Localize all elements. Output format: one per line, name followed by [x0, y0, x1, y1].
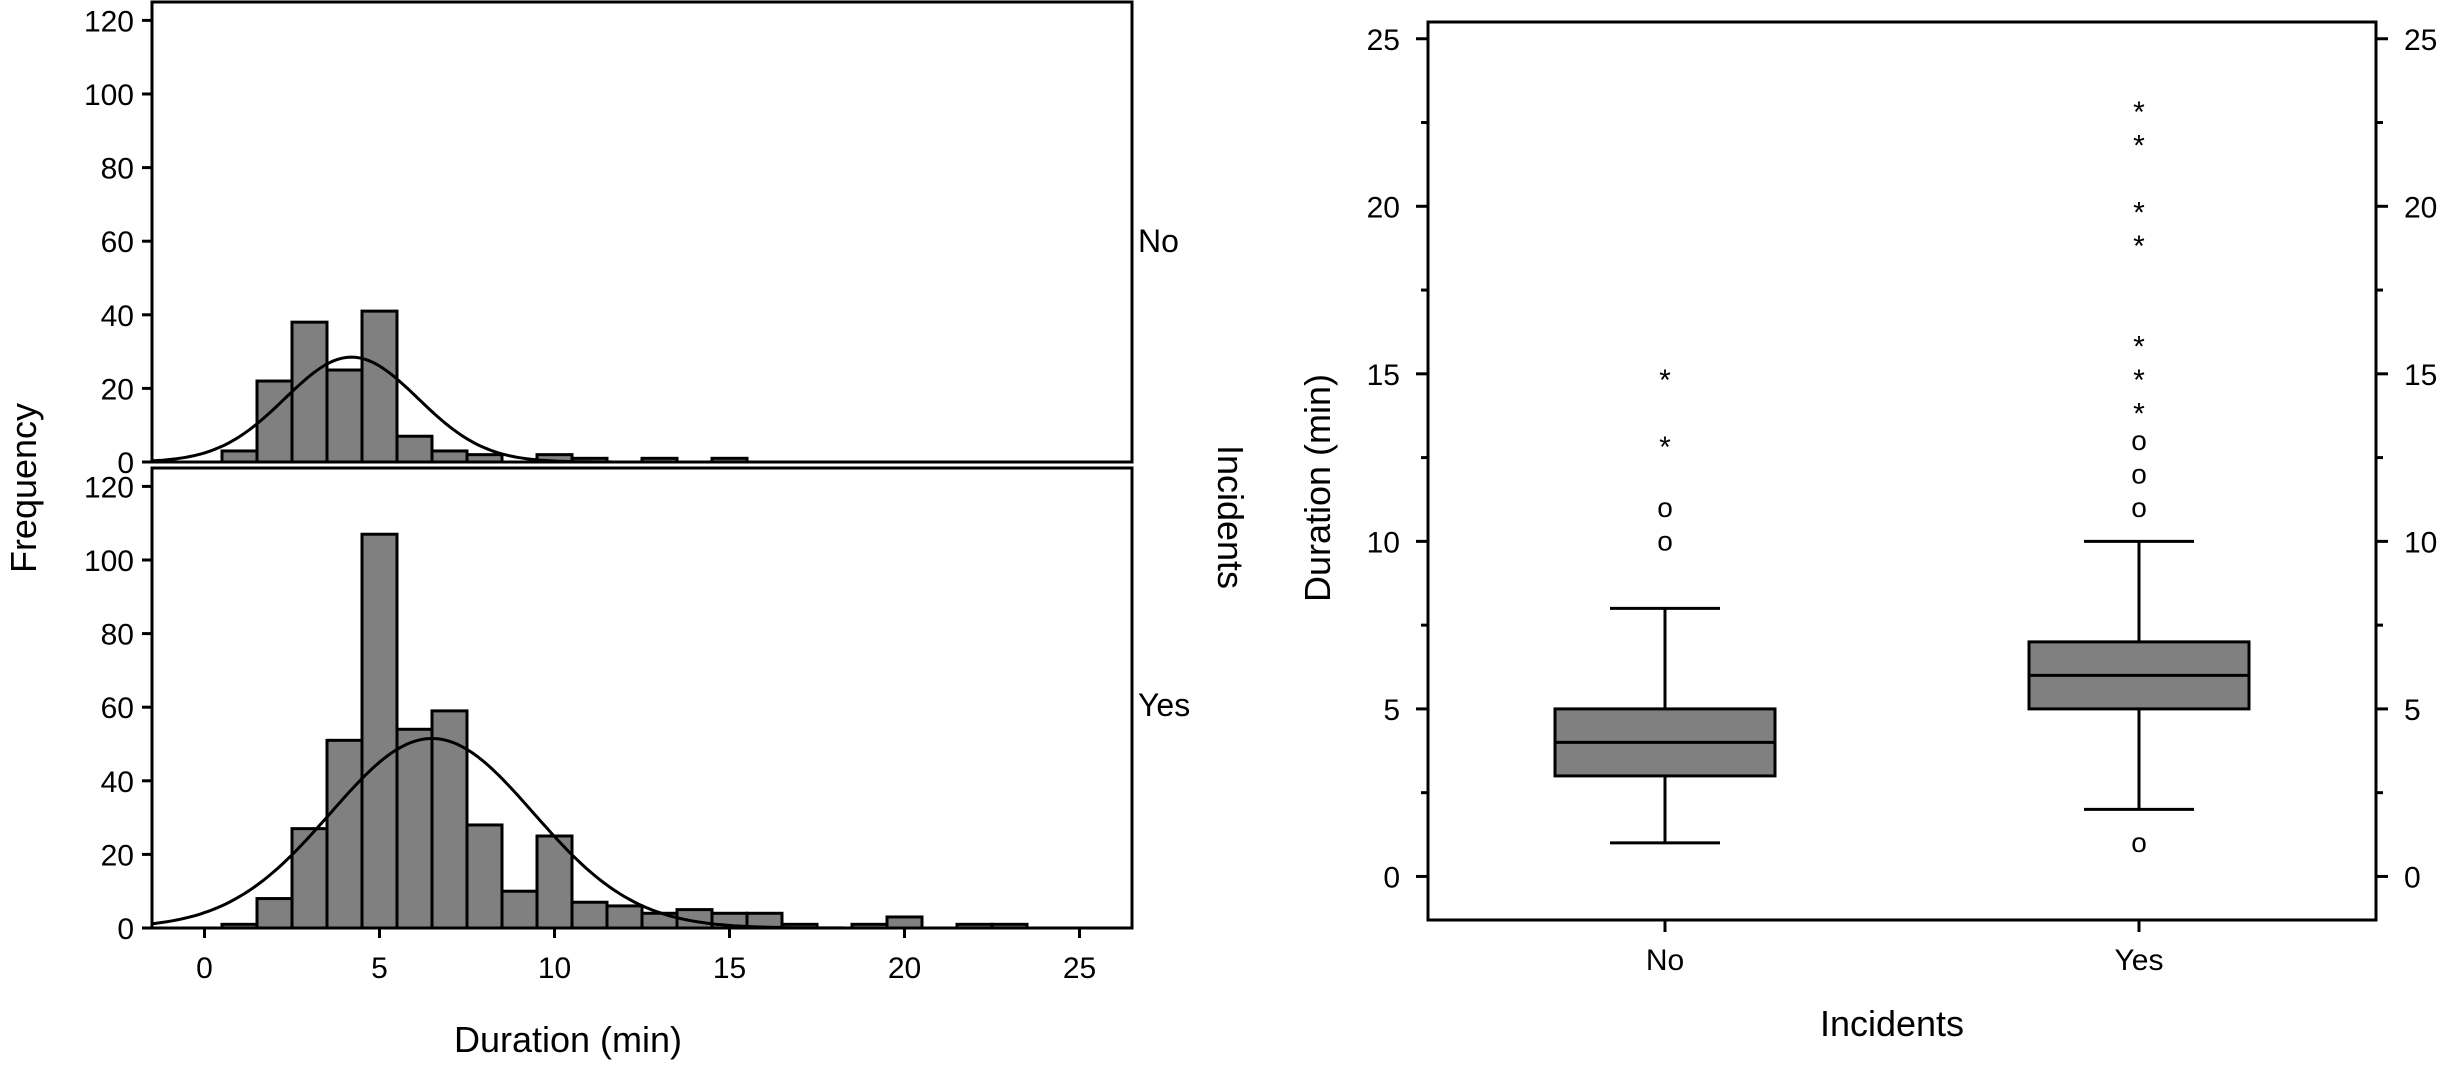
boxplot-x-axis-label: Incidents	[1820, 1003, 1964, 1044]
box-y-tick-label-left-20: 20	[1367, 191, 1400, 224]
histogram-bar-yes-1	[255, 897, 294, 930]
histogram-y-axis-label: Frequency	[3, 403, 44, 573]
extreme-no-1: *	[1659, 364, 1671, 397]
histogram-bar-yes-2	[290, 827, 329, 930]
panel-label-no: No	[1138, 223, 1179, 259]
histogram-bar-no-2	[290, 320, 329, 464]
outlier-no-1: o	[1657, 492, 1673, 523]
y-tick-label-yes-120: 120	[84, 471, 134, 504]
box-x-tick-label-yes: Yes	[2115, 944, 2164, 977]
panel-label-yes: Yes	[1138, 687, 1190, 723]
boxplot-y-axis-label: Duration (min)	[1297, 374, 1338, 602]
box-y-tick-label-right-15: 15	[2404, 359, 2437, 392]
box-y-tick-label-right-0: 0	[2404, 861, 2421, 894]
extreme-yes-4: *	[2133, 196, 2145, 229]
histogram-bar-no-5	[395, 434, 434, 464]
histogram-bar-no-3	[325, 368, 364, 464]
extreme-yes-1: *	[2133, 364, 2145, 397]
outlier-yes-3: o	[2131, 425, 2147, 456]
outlier-yes-2: o	[2131, 458, 2147, 489]
extreme-yes-6: *	[2133, 96, 2145, 129]
outlier-no-0: o	[1657, 525, 1673, 556]
histogram-bar-yes-7	[465, 823, 504, 930]
y-tick-label-yes-20: 20	[101, 839, 134, 872]
histogram-x-axis-label: Duration (min)	[454, 1019, 682, 1060]
outlier-yes-1: o	[2131, 492, 2147, 523]
histogram-bar-yes-3	[325, 738, 364, 930]
y-tick-label-yes-40: 40	[101, 766, 134, 799]
box-y-tick-label-left-0: 0	[1383, 861, 1400, 894]
histogram-bar-yes-11	[605, 904, 644, 930]
x-tick-label-20: 20	[888, 952, 921, 985]
boxplot-frame	[1426, 20, 2378, 922]
histogram-bar-yes-10	[570, 900, 609, 930]
box-x-tick-label-no: No	[1646, 944, 1684, 977]
y-tick-label-no-40: 40	[101, 300, 134, 333]
histogram-bar-no-4	[360, 309, 399, 464]
normal-curve-yes	[151, 736, 1129, 930]
histogram-bar-yes-18	[885, 915, 924, 930]
x-tick-label-5: 5	[371, 952, 388, 985]
box-y-tick-label-right-25: 25	[2404, 24, 2437, 57]
extreme-no-0: *	[1659, 431, 1671, 464]
y-tick-label-yes-100: 100	[84, 545, 134, 578]
histogram-bar-no-1	[255, 379, 294, 464]
y-tick-label-no-80: 80	[101, 153, 134, 186]
x-tick-label-10: 10	[538, 952, 571, 985]
extreme-yes-3: *	[2133, 230, 2145, 263]
y-tick-label-no-120: 120	[84, 5, 134, 38]
y-tick-label-no-0: 0	[117, 447, 134, 480]
histogram-bar-yes-5	[395, 727, 434, 930]
y-tick-label-yes-0: 0	[117, 913, 134, 946]
histogram-bar-yes-4	[360, 532, 399, 930]
histogram-bar-no-0	[220, 449, 259, 464]
x-tick-label-15: 15	[713, 952, 746, 985]
box-y-tick-label-left-5: 5	[1383, 694, 1400, 727]
group-axis-label: Incidents	[1210, 445, 1251, 589]
box-y-tick-label-left-15: 15	[1367, 359, 1400, 392]
y-tick-label-no-100: 100	[84, 79, 134, 112]
histogram-bar-yes-0	[220, 922, 259, 930]
histogram-bar-yes-6	[430, 709, 469, 930]
extreme-yes-0: *	[2133, 397, 2145, 430]
y-tick-label-no-20: 20	[101, 373, 134, 406]
x-tick-label-25: 25	[1063, 952, 1096, 985]
x-tick-label-0: 0	[196, 952, 213, 985]
extreme-yes-2: *	[2133, 330, 2145, 363]
histogram-bar-yes-8	[500, 889, 539, 930]
box-y-tick-label-left-10: 10	[1367, 526, 1400, 559]
normal-curve-no	[151, 355, 1129, 464]
histogram-bar-no-6	[430, 449, 469, 464]
y-tick-label-yes-80: 80	[101, 619, 134, 652]
box-y-tick-label-right-10: 10	[2404, 526, 2437, 559]
histogram-bar-no-7	[465, 453, 504, 464]
box-y-tick-label-right-5: 5	[2404, 694, 2421, 727]
box-y-tick-label-right-20: 20	[2404, 191, 2437, 224]
y-tick-label-yes-60: 60	[101, 692, 134, 725]
extreme-yes-5: *	[2133, 129, 2145, 162]
box-y-tick-label-left-25: 25	[1367, 24, 1400, 57]
outlier-yes-0: o	[2131, 827, 2147, 858]
y-tick-label-no-60: 60	[101, 226, 134, 259]
